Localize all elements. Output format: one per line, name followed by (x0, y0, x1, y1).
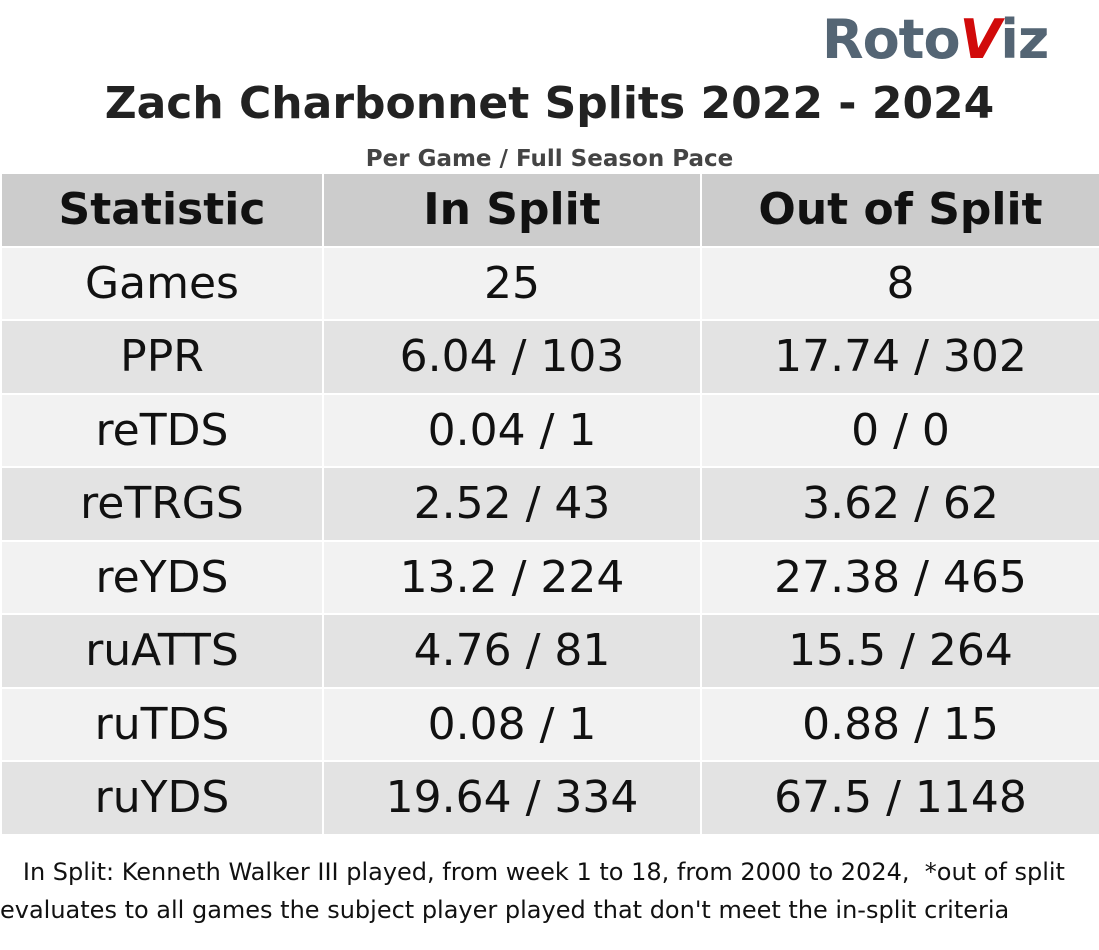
table-cell: 13.2 / 224 (322, 539, 702, 615)
table-cell: ruYDS (0, 760, 324, 836)
table-cell: 4.76 / 81 (322, 613, 702, 689)
logo: RotoViz (822, 8, 1049, 72)
table-cell: 0.08 / 1 (322, 686, 702, 762)
logo-text: iz (1000, 8, 1049, 71)
table-cell: 3.62 / 62 (700, 466, 1099, 542)
table-cell: 6.04 / 103 (322, 319, 702, 395)
table-row: Games 25 8 (0, 245, 1099, 321)
table-cell: 0.88 / 15 (700, 686, 1099, 762)
footnote: In Split: Kenneth Walker III played, fro… (0, 858, 1073, 924)
table-row: PPR 6.04 / 103 17.74 / 302 (0, 319, 1099, 395)
table-cell: 17.74 / 302 (700, 319, 1099, 395)
table-cell: ruATTS (0, 613, 324, 689)
stats-table: Statistic In Split Out of Split Games 25 8 PP… (0, 172, 1099, 836)
table-cell: 0 / 0 (700, 392, 1099, 468)
table-cell: 19.64 / 334 (322, 760, 702, 836)
table-row: ruATTS 4.76 / 81 15.5 / 264 (0, 613, 1099, 689)
table-cell: 67.5 / 1148 (700, 760, 1099, 836)
table-cell: ruTDS (0, 686, 324, 762)
title: Zach Charbonnet Splits 2022 - 2024 (104, 78, 995, 129)
column-header: In Split (322, 172, 702, 248)
table-cell: 0.04 / 1 (322, 392, 702, 468)
table-row: reYDS 13.2 / 224 27.38 / 465 (0, 539, 1099, 615)
table-cell: 27.38 / 465 (700, 539, 1099, 615)
table-cell: 25 (322, 245, 702, 321)
table-row: reTRGS 2.52 / 43 3.62 / 62 (0, 466, 1099, 542)
table-cell: 2.52 / 43 (322, 466, 702, 542)
table-cell: 15.5 / 264 (700, 613, 1099, 689)
table-cell: reTDS (0, 392, 324, 468)
table-cell: reYDS (0, 539, 324, 615)
table-row: ruTDS 0.08 / 1 0.88 / 15 (0, 686, 1099, 762)
column-header: Statistic (0, 172, 324, 248)
table-cell: Games (0, 245, 324, 321)
table-cell: 8 (700, 245, 1099, 321)
logo-mark: V (959, 8, 1002, 71)
logo-text: Roto (822, 8, 961, 71)
table-row: ruYDS 19.64 / 334 67.5 / 1148 (0, 760, 1099, 836)
table-cell: PPR (0, 319, 324, 395)
header-row: Statistic In Split Out of Split (0, 172, 1099, 248)
subtitle: Per Game / Full Season Pace (365, 146, 734, 172)
table-cell: reTRGS (0, 466, 324, 542)
column-header: Out of Split (700, 172, 1099, 248)
